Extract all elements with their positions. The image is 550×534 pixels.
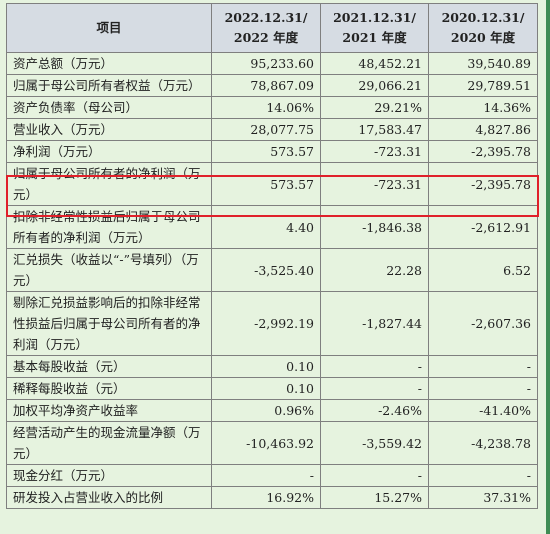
cell-2021: -3,559.42	[320, 421, 429, 465]
table-row: 归属于母公司所有者权益（万元） 78,867.09 29,066.21 29,789.…	[6, 74, 538, 97]
cell-2020: 39,540.89	[428, 52, 538, 75]
table-row: 剔除汇兑损益影响后的扣除非经常性损益后归属于母公司所有者的净利润（万元） -2,9…	[6, 291, 538, 356]
table-row: 现金分红（万元） - - -	[6, 464, 538, 487]
table-row: 扣除非经常性损益后归属于母公司所有者的净利润（万元） 4.40 -1,846.38-…	[6, 205, 538, 249]
cell-2022: 0.96%	[211, 399, 321, 422]
cell-2021: -	[320, 377, 429, 400]
row-label: 稀释每股收益（元）	[6, 377, 212, 400]
table-row: 净利润（万元） 573.57 -723.31 -2,395.78	[6, 140, 538, 163]
header-2022-year: 2022 年度	[233, 30, 299, 45]
cell-2022: 573.57	[211, 162, 321, 206]
cell-2022: 573.57	[211, 140, 321, 163]
row-label: 基本每股收益（元）	[6, 355, 212, 378]
cell-2021: -2.46%	[320, 399, 429, 422]
cell-2021: -723.31	[320, 162, 429, 206]
header-2020-date: 2020.12.31/	[441, 10, 525, 25]
cell-2022: 16.92%	[211, 486, 321, 509]
cell-2020: -2,612.91	[428, 205, 538, 249]
table-row: 基本每股收益（元） 0.10- -	[6, 355, 538, 378]
cell-2021: -	[320, 355, 429, 378]
table-row: 研发投入占营业收入的比例 16.92% 15.27% 37.31%	[6, 486, 538, 509]
cell-2021: 17,583.47	[320, 118, 429, 141]
table-row-highlighted: 归属于母公司所有者的净利润（万元） 573.57 -723.31 -2,395.78	[6, 162, 538, 206]
row-label: 现金分红（万元）	[6, 464, 212, 487]
cell-2022: -	[211, 464, 321, 487]
cell-2022: -10,463.92	[211, 421, 321, 465]
row-label: 剔除汇兑损益影响后的扣除非经常性损益后归属于母公司所有者的净利润（万元）	[6, 291, 212, 356]
side-accent-bar	[546, 0, 550, 534]
cell-2021: -	[320, 464, 429, 487]
table-row: 稀释每股收益（元） 0.10- -	[6, 377, 538, 400]
header-2021: 2021.12.31/2021 年度	[320, 3, 429, 53]
row-label: 加权平均净资产收益率	[6, 399, 212, 422]
table-header-row: 项目 2022.12.31/2022 年度 2021.12.31/2021 年度…	[6, 3, 538, 53]
cell-2022: 28,077.75	[211, 118, 321, 141]
cell-2021: 15.27%	[320, 486, 429, 509]
row-label: 净利润（万元）	[6, 140, 212, 163]
cell-2021: 29.21%	[320, 96, 429, 119]
cell-2022: 78,867.09	[211, 74, 321, 97]
cell-2022: -3,525.40	[211, 248, 321, 292]
cell-2020: -	[428, 377, 538, 400]
row-label: 营业收入（万元）	[6, 118, 212, 141]
header-2021-date: 2021.12.31/	[333, 10, 416, 25]
cell-2020: -2,607.36	[428, 291, 538, 356]
cell-2020: -41.40%	[428, 399, 538, 422]
cell-2020: -2,395.78	[428, 140, 538, 163]
table-row: 经营活动产生的现金流量净额（万元） -10,463.92 -3,559.42 -4,2…	[6, 421, 538, 465]
cell-2020: -	[428, 355, 538, 378]
table-row: 资产总额（万元） 95,233.60 48,452.21 39,540.89	[6, 52, 538, 75]
header-2022: 2022.12.31/2022 年度	[211, 3, 321, 53]
row-label: 研发投入占营业收入的比例	[6, 486, 212, 509]
cell-2020: 37.31%	[428, 486, 538, 509]
row-label: 资产负债率（母公司）	[6, 96, 212, 119]
cell-2020: -2,395.78	[428, 162, 538, 206]
header-2020: 2020.12.31/2020 年度	[428, 3, 538, 53]
row-label: 归属于母公司所有者权益（万元）	[6, 74, 212, 97]
cell-2021: -1,846.38	[320, 205, 429, 249]
cell-2022: -2,992.19	[211, 291, 321, 356]
header-2022-date: 2022.12.31/	[224, 10, 308, 25]
cell-2020: -	[428, 464, 538, 487]
cell-2022: 0.10	[211, 377, 321, 400]
cell-2020: 14.36%	[428, 96, 538, 119]
cell-2020: 6.52	[428, 248, 538, 292]
cell-2022: 4.40	[211, 205, 321, 249]
cell-2020: 4,827.86	[428, 118, 538, 141]
header-2020-year: 2020 年度	[450, 30, 516, 45]
table-row: 营业收入（万元） 28,077.75 17,583.47 4,827.86	[6, 118, 538, 141]
row-label: 汇兑损失（收益以“-”号填列）（万元）	[6, 248, 212, 292]
cell-2022: 14.06%	[211, 96, 321, 119]
cell-2021: 29,066.21	[320, 74, 429, 97]
row-label: 资产总额（万元）	[6, 52, 212, 75]
cell-2020: -4,238.78	[428, 421, 538, 465]
cell-2021: -1,827.44	[320, 291, 429, 356]
cell-2020: 29,789.51	[428, 74, 538, 97]
row-label: 扣除非经常性损益后归属于母公司所有者的净利润（万元）	[6, 205, 212, 249]
table-row: 汇兑损失（收益以“-”号填列）（万元） -3,525.40 22.28 6.52	[6, 248, 538, 292]
header-item: 项目	[6, 3, 212, 53]
cell-2021: -723.31	[320, 140, 429, 163]
row-label: 归属于母公司所有者的净利润（万元）	[6, 162, 212, 206]
cell-2021: 48,452.21	[320, 52, 429, 75]
cell-2021: 22.28	[320, 248, 429, 292]
cell-2022: 95,233.60	[211, 52, 321, 75]
table-row: 加权平均净资产收益率 0.96% -2.46% -41.40%	[6, 399, 538, 422]
cell-2022: 0.10	[211, 355, 321, 378]
table-row: 资产负债率（母公司） 14.06% 29.21% 14.36%	[6, 96, 538, 119]
row-label: 经营活动产生的现金流量净额（万元）	[6, 421, 212, 465]
header-item-label: 项目	[96, 20, 122, 35]
financial-data-table: 项目 2022.12.31/2022 年度 2021.12.31/2021 年度…	[6, 3, 538, 509]
header-2021-year: 2021 年度	[342, 30, 407, 45]
